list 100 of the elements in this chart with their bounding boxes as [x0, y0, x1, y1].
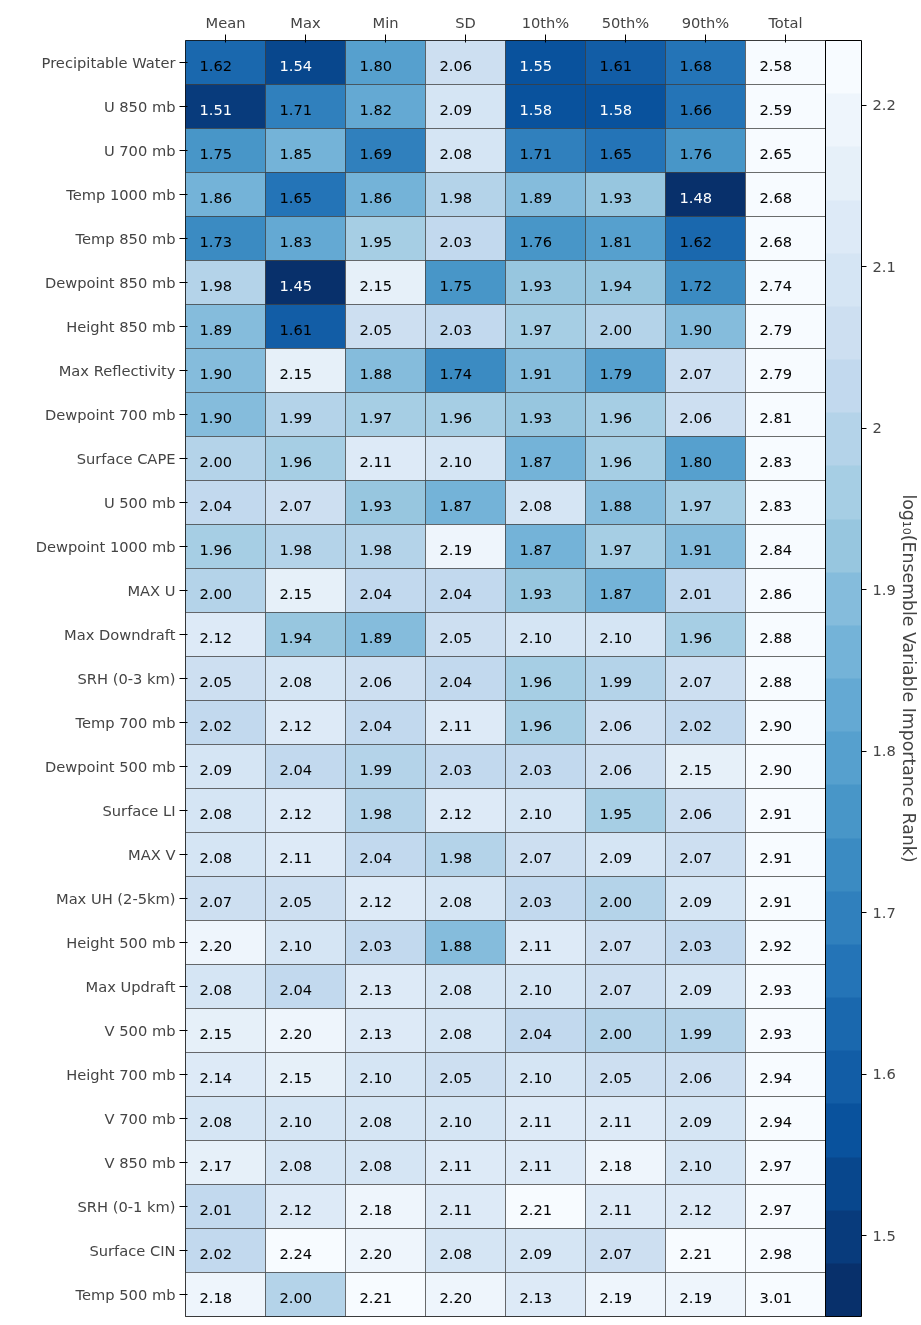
data-label: 2.08 [359, 1156, 393, 1174]
data-label: 1.98 [279, 540, 313, 558]
y-tick-label: U 500 mb [103, 494, 176, 511]
data-label: 2.04 [439, 584, 473, 602]
data-label: 2.12 [199, 628, 233, 646]
data-label: 2.06 [679, 1068, 713, 1086]
data-label: 1.73 [199, 232, 233, 250]
data-label: 1.94 [279, 628, 313, 646]
data-label: 2.08 [439, 980, 473, 998]
data-label: 2.88 [759, 672, 793, 690]
data-label: 1.55 [519, 56, 553, 74]
x-tick-label: 10th% [521, 13, 570, 31]
data-label: 2.10 [439, 452, 473, 470]
data-label: 1.97 [599, 540, 633, 558]
data-label: 1.90 [199, 364, 233, 382]
data-label: 2.17 [199, 1156, 233, 1174]
data-label: 1.99 [279, 408, 313, 426]
x-tick-label: Min [372, 13, 399, 31]
data-label: 2.03 [679, 936, 713, 954]
data-label: 2.91 [759, 892, 793, 910]
data-label: 1.79 [599, 364, 633, 382]
data-label: 2.19 [599, 1288, 633, 1306]
data-label: 2.74 [759, 276, 793, 294]
data-label: 1.93 [599, 188, 633, 206]
data-label: 1.90 [199, 408, 233, 426]
data-label: 1.89 [359, 628, 393, 646]
data-label: 2.11 [439, 716, 473, 734]
y-tick-label: Dewpoint 700 mb [44, 406, 176, 423]
data-label: 2.59 [759, 100, 793, 118]
data-label: 1.65 [599, 144, 633, 162]
data-label: 1.95 [599, 804, 633, 822]
data-label: 2.08 [439, 144, 473, 162]
x-tick-label: SD [455, 13, 476, 31]
data-label: 2.06 [439, 56, 473, 74]
data-label: 1.66 [679, 100, 713, 118]
color-bar-label: 1.8 [872, 742, 896, 760]
data-label: 1.75 [439, 276, 473, 294]
y-tick-label: SRH (0-1 km) [77, 1198, 176, 1215]
data-label: 2.00 [599, 1024, 633, 1042]
data-label: 2.05 [199, 672, 233, 690]
data-label: 2.65 [759, 144, 793, 162]
data-label: 2.15 [679, 760, 713, 778]
y-tick-label: Height 850 mb [66, 318, 176, 335]
data-label: 1.93 [519, 584, 553, 602]
data-label: 1.96 [519, 716, 553, 734]
data-label: 2.12 [279, 804, 313, 822]
color-bar-label: 1.6 [872, 1065, 896, 1083]
data-label: 1.81 [599, 232, 633, 250]
data-label: 1.65 [279, 188, 313, 206]
data-label: 2.04 [199, 496, 233, 514]
data-label: 2.09 [679, 980, 713, 998]
data-label: 2.07 [519, 848, 553, 866]
data-label: 2.79 [759, 320, 793, 338]
data-label: 2.10 [359, 1068, 393, 1086]
data-label: 2.03 [439, 760, 473, 778]
x-tick-label: 50th% [601, 13, 650, 31]
data-label: 2.10 [279, 1112, 313, 1130]
y-tick-label: Dewpoint 500 mb [44, 758, 176, 775]
data-label: 1.98 [439, 188, 473, 206]
data-label: 1.88 [599, 496, 633, 514]
data-label: 2.12 [279, 1200, 313, 1218]
data-label: 1.97 [519, 320, 553, 338]
data-label: 2.09 [679, 1112, 713, 1130]
data-label: 2.08 [439, 1244, 473, 1262]
x-tick-label: Total [767, 13, 803, 31]
x-tick-label: Max [290, 13, 321, 31]
data-label: 2.09 [599, 848, 633, 866]
data-label: 1.76 [679, 144, 713, 162]
data-label: 2.04 [359, 716, 393, 734]
data-label: 1.71 [519, 144, 553, 162]
data-label: 2.01 [679, 584, 713, 602]
color-bar-label: 2.1 [872, 257, 896, 275]
data-label: 2.84 [759, 540, 793, 558]
y-tick-label: V 850 mb [104, 1154, 176, 1171]
data-label: 2.10 [519, 628, 553, 646]
data-label: 2.02 [679, 716, 713, 734]
data-label: 2.92 [759, 936, 793, 954]
color-bar-label: 1.7 [872, 903, 896, 921]
y-tick-label: Height 700 mb [66, 1066, 176, 1083]
data-label: 1.69 [359, 144, 393, 162]
data-label: 2.07 [679, 364, 713, 382]
data-label: 1.96 [599, 452, 633, 470]
data-label: 2.08 [199, 848, 233, 866]
data-label: 1.96 [519, 672, 553, 690]
data-label: 2.09 [679, 892, 713, 910]
data-label: 2.04 [279, 980, 313, 998]
data-label: 1.87 [599, 584, 633, 602]
data-label: 1.45 [279, 276, 313, 294]
y-tick-label: U 700 mb [103, 142, 176, 159]
data-label: 2.07 [279, 496, 313, 514]
data-label: 2.11 [359, 452, 393, 470]
color-bar-label: 1.5 [872, 1226, 896, 1244]
data-label: 2.10 [679, 1156, 713, 1174]
data-label: 1.62 [199, 56, 233, 74]
data-label: 2.04 [359, 848, 393, 866]
data-label: 2.12 [439, 804, 473, 822]
data-label: 2.08 [199, 804, 233, 822]
data-label: 1.93 [359, 496, 393, 514]
data-label: 1.74 [439, 364, 473, 382]
data-label: 2.08 [439, 1024, 473, 1042]
